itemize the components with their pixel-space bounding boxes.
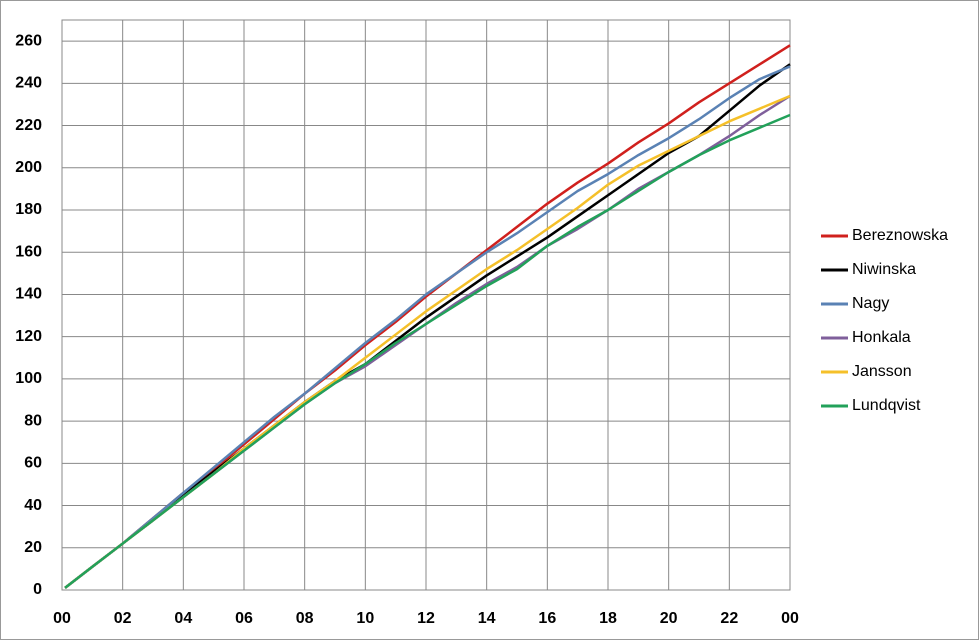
legend-label: Honkala [852,329,911,346]
y-tick-label: 60 [24,455,42,472]
y-tick-label: 120 [15,328,42,345]
x-tick-label: 20 [660,610,678,627]
legend-label: Niwinska [852,261,916,278]
y-tick-label: 180 [15,201,42,218]
y-tick-label: 160 [15,243,42,260]
legend-label: Nagy [852,295,889,312]
y-tick-label: 140 [15,286,42,303]
y-tick-label: 200 [15,159,42,176]
series-line [64,65,791,589]
x-tick-label: 12 [417,610,435,627]
y-tick-label: 20 [24,539,42,556]
x-tick-label: 16 [538,610,556,627]
x-tick-label: 18 [599,610,617,627]
x-tick-label: 00 [781,610,799,627]
x-tick-label: 22 [720,610,738,627]
legend-label: Jansson [852,363,912,380]
x-tick-label: 08 [296,610,314,627]
x-tick-label: 02 [114,610,132,627]
y-tick-label: 40 [24,497,42,514]
series-line [64,63,791,589]
y-tick-label: 240 [15,75,42,92]
y-tick-label: 0 [33,581,42,598]
series-line [64,113,791,589]
y-tick-label: 260 [15,32,42,49]
y-tick-label: 220 [15,117,42,134]
x-tick-label: 04 [174,610,192,627]
x-tick-label: 00 [53,610,71,627]
x-tick-label: 06 [235,610,253,627]
x-tick-label: 14 [478,610,496,627]
y-tick-label: 100 [15,370,42,387]
legend-label: Lundqvist [852,397,921,414]
y-tick-label: 80 [24,412,42,429]
x-tick-label: 10 [356,610,374,627]
legend-label: Bereznowska [852,227,948,244]
